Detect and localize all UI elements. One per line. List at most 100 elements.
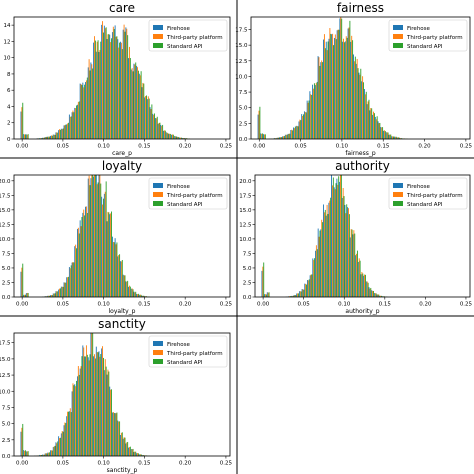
bar <box>315 245 317 297</box>
bar <box>314 85 316 139</box>
bar <box>22 102 24 139</box>
legend-swatch <box>153 192 163 197</box>
y-tick-label: 0.0 <box>243 295 252 301</box>
bar <box>77 366 79 456</box>
bar <box>136 293 138 297</box>
bar <box>130 69 132 139</box>
bar <box>135 451 137 456</box>
bar <box>66 416 68 456</box>
y-tick-label: 5.0 <box>239 106 248 112</box>
y-tick-label: 5.0 <box>243 266 252 272</box>
bar <box>90 333 92 456</box>
bar <box>75 244 77 297</box>
legend-box <box>148 177 228 210</box>
bar <box>133 452 135 456</box>
bar <box>139 454 141 456</box>
bar <box>112 412 114 456</box>
chart-panel-authority: authority 0.00 0.05 0.10 0.15 0.20 0.25 0.0 2.5 5… <box>239 159 472 315</box>
bar <box>182 138 184 139</box>
bar <box>54 134 56 139</box>
legend: Firehose Third-party platform Standard API <box>148 177 228 210</box>
legend-entry: Firehose <box>167 342 191 348</box>
bar <box>383 130 384 139</box>
bar <box>313 88 314 139</box>
bar <box>81 356 83 456</box>
bar <box>320 229 322 297</box>
x-axis-label: care_p <box>112 150 132 157</box>
x-tick-label: 0.10 <box>98 461 111 467</box>
bar <box>120 432 122 456</box>
bar <box>378 294 380 297</box>
legend-swatch <box>153 25 163 30</box>
y-tick-label: 15.0 <box>0 208 11 214</box>
bar <box>338 29 340 140</box>
bar <box>323 39 324 139</box>
bar <box>262 266 264 297</box>
bar <box>350 229 352 297</box>
bar <box>103 357 104 456</box>
bar <box>274 138 276 139</box>
bar <box>44 453 46 456</box>
bar <box>365 91 367 139</box>
bar <box>74 384 76 456</box>
bar <box>94 36 95 139</box>
bar <box>381 295 382 297</box>
bar <box>120 41 121 139</box>
bar <box>368 287 370 297</box>
bar-group <box>20 175 150 297</box>
bar <box>396 137 398 139</box>
bar <box>63 125 65 139</box>
bar <box>99 49 101 139</box>
bar <box>349 20 351 140</box>
bar <box>70 412 72 456</box>
bar-group <box>261 175 388 297</box>
bar <box>142 455 144 456</box>
bar <box>366 104 368 139</box>
bar <box>82 345 84 456</box>
bar <box>24 294 26 297</box>
bar <box>171 134 173 139</box>
bar <box>114 238 116 297</box>
bar <box>77 227 79 297</box>
bar <box>134 451 136 456</box>
bar <box>121 432 123 456</box>
bar <box>113 242 115 297</box>
bar <box>120 42 122 140</box>
bar <box>376 116 378 139</box>
bar <box>42 137 44 139</box>
bar <box>48 452 50 456</box>
bar <box>399 138 401 139</box>
x-tick-label: 0.20 <box>419 302 432 308</box>
bar <box>100 41 102 139</box>
bar <box>21 107 23 139</box>
bar <box>293 295 295 297</box>
y-tick-label: 2 <box>7 121 11 127</box>
bar <box>42 454 44 456</box>
bar <box>312 258 314 297</box>
bar <box>146 99 148 139</box>
bar <box>59 288 60 297</box>
bar <box>304 112 306 139</box>
bar <box>397 137 399 139</box>
bar <box>267 292 269 297</box>
bar <box>320 62 322 140</box>
panel-title: sanctity <box>98 317 146 331</box>
bar <box>173 136 175 139</box>
bar <box>128 286 130 297</box>
y-tick-label: 4 <box>7 104 11 110</box>
bar <box>368 99 370 139</box>
y-tick-label: 15.0 <box>235 43 248 49</box>
bar <box>24 450 26 456</box>
y-tick-label: 17.5 <box>0 341 11 347</box>
panel-title: loyalty <box>102 159 142 173</box>
x-axis-label: sanctity_p <box>107 467 138 474</box>
bar <box>258 110 260 139</box>
y-tick-label: 20.0 <box>239 179 252 185</box>
bar <box>146 95 147 139</box>
x-tick-label: 0.25 <box>220 461 233 467</box>
bar <box>357 261 359 297</box>
bar <box>375 293 377 297</box>
bar <box>317 228 319 297</box>
bar <box>373 111 374 139</box>
bar <box>350 41 352 139</box>
